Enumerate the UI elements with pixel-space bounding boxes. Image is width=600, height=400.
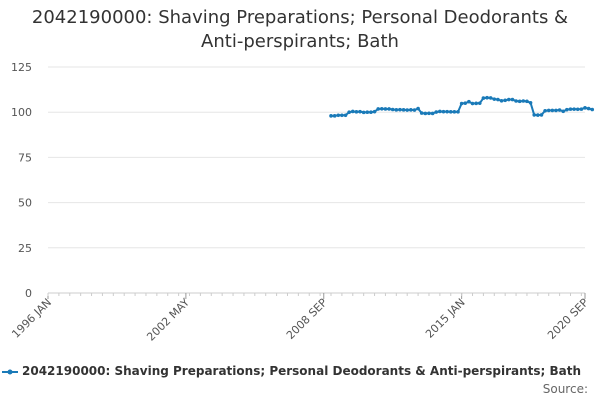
- data-point[interactable]: [448, 110, 453, 114]
- data-point[interactable]: [488, 96, 493, 100]
- data-point[interactable]: [405, 108, 410, 112]
- data-point[interactable]: [474, 101, 478, 106]
- data-point[interactable]: [496, 97, 500, 102]
- data-point[interactable]: [528, 100, 533, 105]
- gridlines: [48, 66, 585, 294]
- y-tick-label: 75: [18, 151, 32, 164]
- data-point[interactable]: [503, 98, 507, 103]
- data-point[interactable]: [354, 110, 359, 114]
- chart-title: 2042190000: Shaving Preparations; Person…: [0, 6, 600, 54]
- data-point[interactable]: [517, 99, 522, 104]
- data-point[interactable]: [536, 113, 540, 117]
- data-point[interactable]: [470, 101, 475, 106]
- data-point[interactable]: [390, 107, 395, 112]
- data-point[interactable]: [557, 108, 562, 112]
- x-axis: 1996 JAN 2002 MAY 2008 SEP 2015 JAN 2020 SEP: [9, 293, 591, 344]
- data-point[interactable]: [499, 99, 504, 103]
- legend-swatch-icon: [2, 369, 18, 375]
- data-point[interactable]: [568, 107, 573, 111]
- data-point[interactable]: [427, 111, 431, 116]
- data-point[interactable]: [340, 113, 344, 118]
- data-point[interactable]: [554, 108, 558, 113]
- data-point[interactable]: [350, 109, 355, 114]
- data-point[interactable]: [430, 111, 435, 116]
- data-point[interactable]: [369, 110, 373, 114]
- y-axis: 0 25 50 75 100 125: [11, 61, 32, 300]
- data-point[interactable]: [467, 99, 471, 104]
- data-point[interactable]: [387, 107, 391, 111]
- data-point[interactable]: [481, 96, 486, 100]
- data-point[interactable]: [347, 110, 351, 114]
- data-point[interactable]: [507, 97, 511, 102]
- data-point[interactable]: [463, 101, 468, 105]
- chart-title-line-1: 2042190000: Shaving Preparations; Person…: [31, 7, 569, 28]
- data-point[interactable]: [459, 101, 464, 106]
- data-point[interactable]: [561, 109, 566, 114]
- data-point[interactable]: [525, 99, 529, 104]
- legend[interactable]: 2042190000: Shaving Preparations; Person…: [0, 362, 600, 382]
- data-point[interactable]: [419, 111, 424, 115]
- data-point[interactable]: [365, 110, 370, 114]
- x-tick-label: 1996 JAN: [9, 296, 54, 341]
- data-point[interactable]: [543, 108, 547, 113]
- source-label: Source:: [542, 382, 588, 396]
- data-point[interactable]: [376, 107, 380, 111]
- data-point[interactable]: [336, 113, 341, 118]
- data-point[interactable]: [423, 111, 428, 116]
- data-point[interactable]: [539, 113, 544, 117]
- y-tick-label: 100: [11, 106, 32, 119]
- x-tick-label: 2002 MAY: [144, 296, 192, 344]
- y-tick-label: 125: [11, 61, 32, 74]
- data-point[interactable]: [416, 106, 420, 111]
- data-point[interactable]: [514, 99, 518, 103]
- y-tick-label: 25: [18, 242, 32, 255]
- data-point[interactable]: [510, 97, 515, 102]
- data-point[interactable]: [546, 108, 551, 113]
- data-point[interactable]: [456, 110, 460, 114]
- data-point[interactable]: [532, 113, 537, 117]
- x-tick-label: 2015 JAN: [423, 296, 468, 341]
- data-point[interactable]: [361, 110, 366, 115]
- data-point[interactable]: [434, 110, 439, 114]
- data-point[interactable]: [401, 108, 406, 112]
- data-point[interactable]: [372, 109, 377, 114]
- x-tick-label: 2008 SEP: [284, 296, 330, 342]
- data-point[interactable]: [332, 114, 337, 118]
- data-point[interactable]: [438, 109, 442, 114]
- data-point[interactable]: [575, 107, 580, 112]
- series-layer: [329, 95, 595, 118]
- data-point[interactable]: [343, 113, 348, 118]
- data-point[interactable]: [550, 108, 555, 113]
- data-point[interactable]: [445, 109, 449, 114]
- data-point[interactable]: [521, 99, 526, 103]
- chart-title-line-2: Anti-perspirants; Bath: [201, 31, 399, 52]
- data-point[interactable]: [329, 114, 333, 118]
- data-point[interactable]: [477, 101, 482, 105]
- data-point[interactable]: [583, 106, 587, 110]
- data-point[interactable]: [590, 107, 595, 112]
- data-point[interactable]: [586, 106, 591, 111]
- y-tick-label: 0: [25, 287, 32, 300]
- data-point[interactable]: [492, 97, 497, 101]
- data-point[interactable]: [380, 106, 384, 111]
- data-point[interactable]: [572, 107, 576, 111]
- data-point[interactable]: [565, 107, 569, 112]
- data-point[interactable]: [394, 108, 399, 112]
- data-point[interactable]: [358, 109, 362, 114]
- data-point[interactable]: [579, 107, 584, 111]
- data-point[interactable]: [398, 107, 402, 112]
- x-tick-label: 2020 SEP: [545, 296, 591, 342]
- data-point[interactable]: [383, 107, 388, 111]
- data-point[interactable]: [452, 110, 457, 114]
- y-tick-label: 50: [18, 197, 32, 210]
- legend-label: 2042190000: Shaving Preparations; Person…: [22, 364, 582, 378]
- data-point[interactable]: [441, 109, 446, 114]
- data-point[interactable]: [485, 95, 489, 100]
- data-point[interactable]: [409, 108, 413, 112]
- data-point[interactable]: [412, 108, 417, 112]
